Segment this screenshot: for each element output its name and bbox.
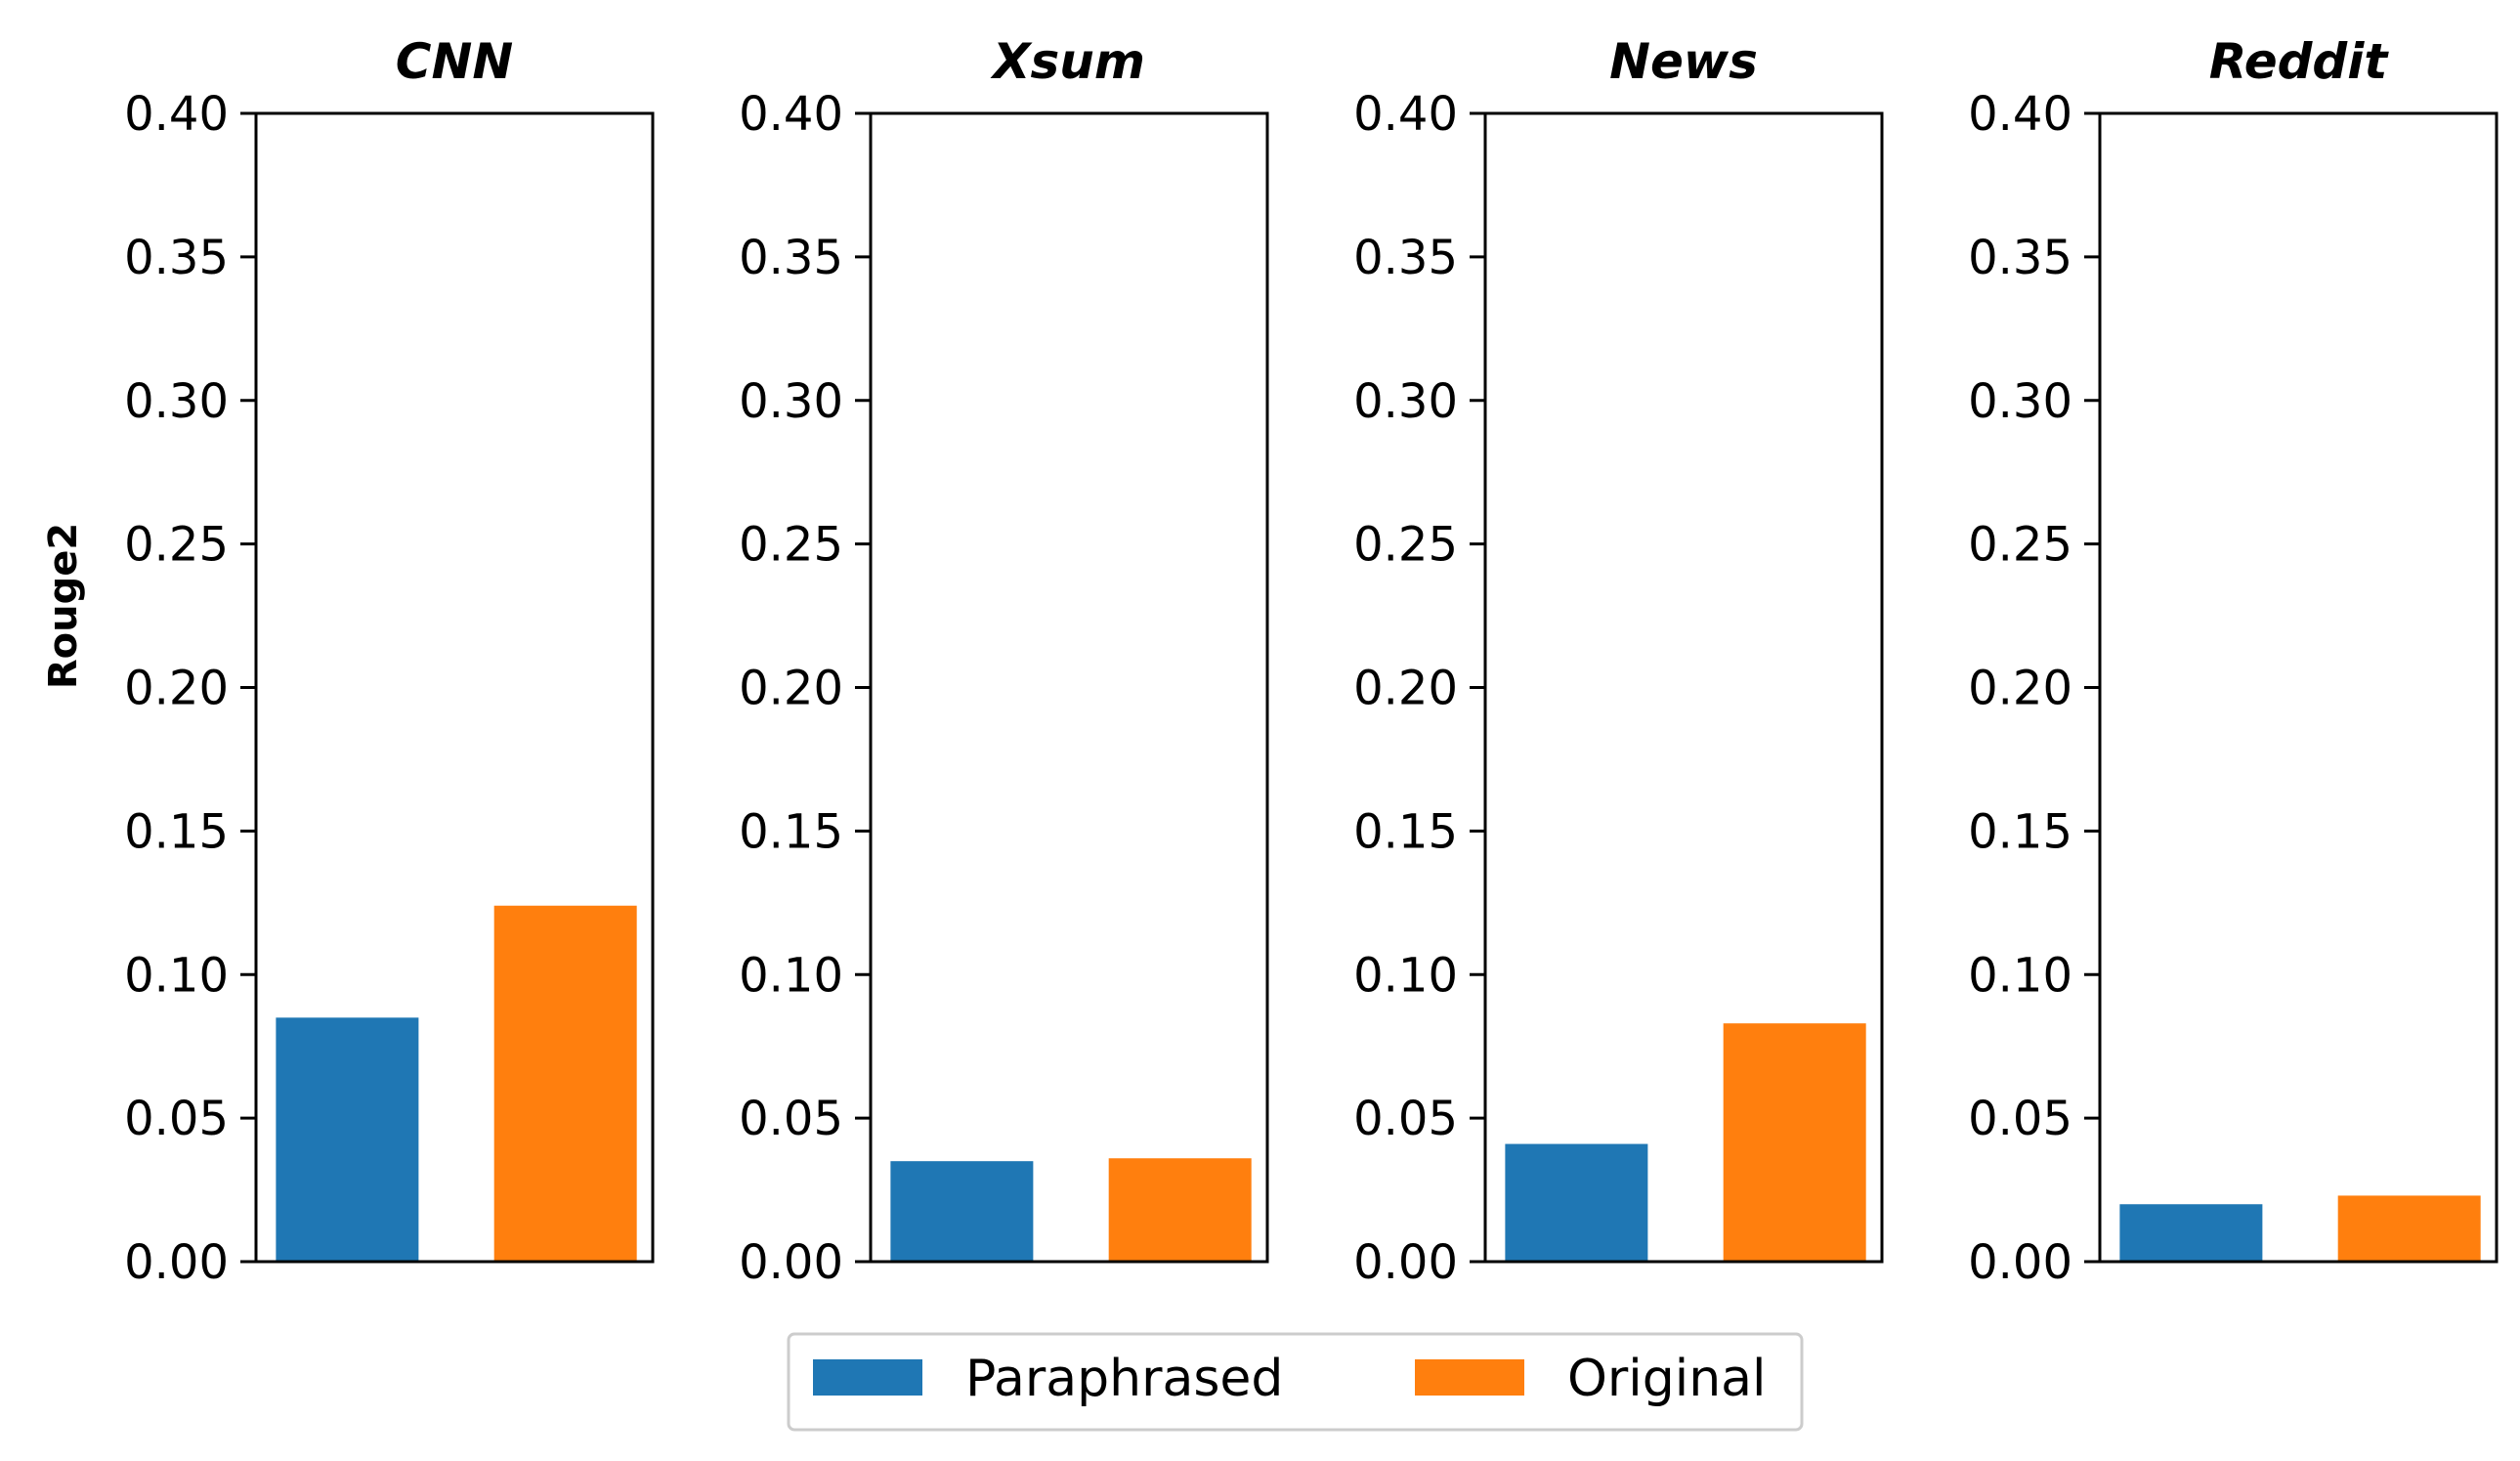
bar-original <box>493 905 637 1262</box>
bar-paraphrased <box>1505 1143 1648 1262</box>
y-tick-label: 0.35 <box>124 231 229 285</box>
panel-news: News 0.00 0.05 0.10 0.15 0.20 0.25 0.30 0.35 0.40 <box>1353 33 1884 1290</box>
y-tick-label: 0.10 <box>1968 948 2072 1003</box>
y-tick-label: 0.10 <box>739 948 843 1003</box>
panel-title: News <box>1609 33 1758 90</box>
y-tick-label: 0.20 <box>1968 662 2072 716</box>
panel-title: Xsum <box>990 33 1145 90</box>
y-tick-label: 0.05 <box>1353 1092 1458 1146</box>
panel-title: CNN <box>396 33 513 90</box>
y-tick-label: 0.30 <box>1353 374 1458 429</box>
panel-reddit: Reddit 0.00 0.05 0.10 0.15 0.20 0.25 0.30 0.35 0.… <box>1968 33 2499 1290</box>
panel-xsum: Xsum 0.00 0.05 0.10 0.15 0.20 0.25 0.30 0.35 0.40 <box>739 33 1269 1290</box>
y-tick-label: 0.05 <box>739 1092 843 1146</box>
axes-frame <box>869 111 1269 1264</box>
y-tick-label: 0.10 <box>124 948 229 1003</box>
legend: Paraphrased Original <box>787 1332 1804 1432</box>
axes-frame <box>1483 111 1884 1264</box>
bar-paraphrased <box>890 1161 1034 1262</box>
bar-original <box>1108 1158 1252 1262</box>
axes-frame <box>254 111 655 1264</box>
y-tick-label: 0.15 <box>739 804 843 859</box>
y-tick-label: 0.10 <box>1353 948 1458 1003</box>
y-tick-label: 0.25 <box>1968 518 2072 573</box>
y-tick-label: 0.25 <box>1353 518 1458 573</box>
bar-paraphrased <box>2119 1204 2263 1262</box>
bar-original <box>1723 1023 1866 1262</box>
y-tick-label: 0.40 <box>124 87 229 142</box>
panel-cnn: CNN 0.00 0.05 0.10 0.15 0.20 0.25 0.30 0.35 0.40 <box>124 33 655 1290</box>
y-tick-label: 0.35 <box>739 231 843 285</box>
y-tick-label: 0.05 <box>1968 1092 2072 1146</box>
y-tick-label: 0.20 <box>739 662 843 716</box>
y-tick-label: 0.00 <box>1353 1235 1458 1290</box>
legend-box <box>787 1332 1804 1432</box>
legend-label-original: Original <box>1567 1350 1766 1408</box>
y-tick-label: 0.30 <box>739 374 843 429</box>
legend-swatch-original <box>1415 1359 1524 1396</box>
axes-frame <box>2098 111 2499 1264</box>
legend-label-paraphrased: Paraphrased <box>965 1350 1283 1408</box>
y-tick-label: 0.15 <box>1968 804 2072 859</box>
y-tick-label: 0.40 <box>1353 87 1458 142</box>
y-tick-label: 0.00 <box>124 1235 229 1290</box>
y-tick-label: 0.30 <box>1968 374 2072 429</box>
y-tick-label: 0.40 <box>739 87 843 142</box>
panel-title: Reddit <box>2209 33 2390 90</box>
legend-swatch-paraphrased <box>813 1359 922 1396</box>
y-tick-label: 0.15 <box>124 804 229 859</box>
bar-original <box>2337 1195 2481 1262</box>
y-tick-label: 0.00 <box>1968 1235 2072 1290</box>
y-tick-label: 0.35 <box>1968 231 2072 285</box>
y-tick-label: 0.40 <box>1968 87 2072 142</box>
bar-paraphrased <box>276 1017 419 1262</box>
y-tick-label: 0.20 <box>1353 662 1458 716</box>
y-tick-label: 0.25 <box>739 518 843 573</box>
y-tick-label: 0.35 <box>1353 231 1458 285</box>
y-tick-label: 0.05 <box>124 1092 229 1146</box>
y-tick-label: 0.30 <box>124 374 229 429</box>
y-tick-label: 0.15 <box>1353 804 1458 859</box>
y-tick-label: 0.00 <box>739 1235 843 1290</box>
y-axis-label: Rouge2 <box>41 523 86 689</box>
y-tick-label: 0.25 <box>124 518 229 573</box>
y-tick-label: 0.20 <box>124 662 229 716</box>
